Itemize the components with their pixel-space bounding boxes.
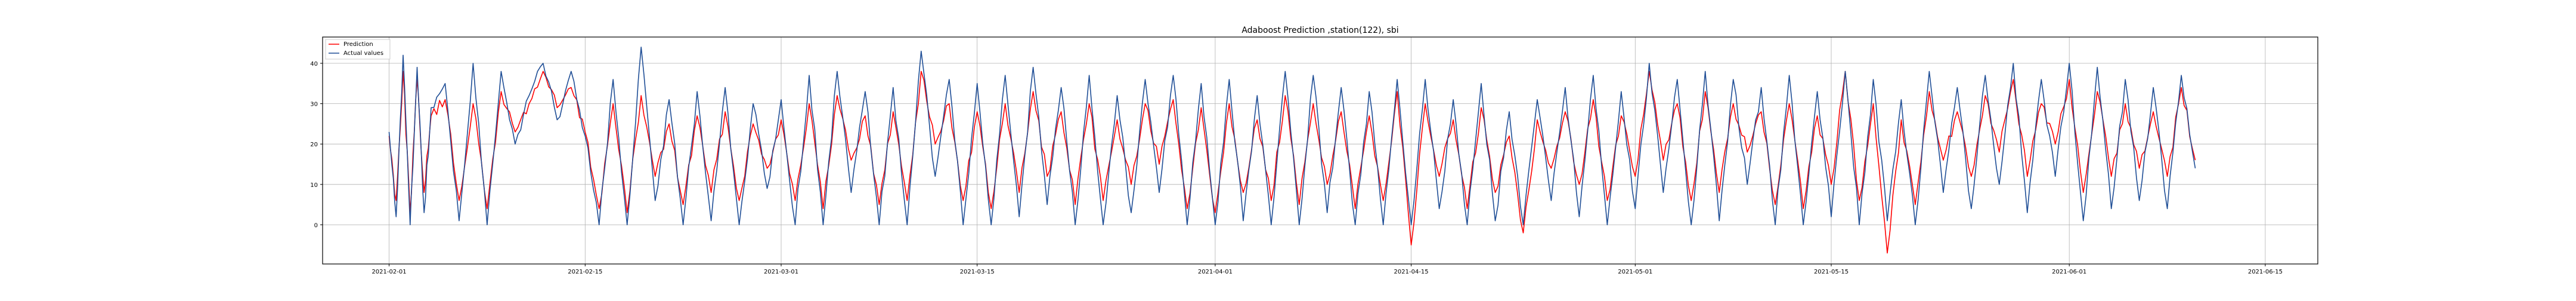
x-tick-label: 2021-04-15 bbox=[1394, 269, 1429, 275]
y-tick-label: 20 bbox=[310, 142, 318, 148]
x-tick-label: 2021-02-01 bbox=[371, 269, 406, 275]
axis-ticks: 0 10 20 30 40 2021-02-01 2021-02-15 2021-03-01 2… bbox=[310, 61, 2283, 275]
x-tick-label: 2021-06-15 bbox=[2248, 269, 2283, 275]
x-tick-label: 2021-06-01 bbox=[2052, 269, 2086, 275]
x-tick-label: 2021-05-01 bbox=[1618, 269, 1652, 275]
series-layer bbox=[388, 47, 2196, 254]
y-tick-label: 40 bbox=[310, 61, 318, 67]
legend-label-actual-values: Actual values bbox=[343, 50, 383, 57]
y-tick-label: 0 bbox=[314, 222, 318, 229]
plot-area-frame bbox=[322, 36, 2318, 265]
legend-box bbox=[325, 39, 391, 60]
y-tick-label: 30 bbox=[310, 102, 318, 108]
series-line-prediction bbox=[388, 70, 2196, 254]
series-line-actual-values bbox=[388, 47, 2196, 226]
x-tick-label: 2021-04-01 bbox=[1198, 269, 1233, 275]
legend-label-prediction: Prediction bbox=[343, 41, 373, 48]
x-tick-label: 2021-05-15 bbox=[1814, 269, 1849, 275]
y-tick-label: 10 bbox=[310, 182, 318, 189]
x-tick-label: 2021-02-15 bbox=[568, 269, 602, 275]
x-tick-label: 2021-03-01 bbox=[764, 269, 798, 275]
x-tick-label: 2021-03-15 bbox=[960, 269, 995, 275]
chart-title: Adaboost Prediction ,station(122), sbi bbox=[1241, 26, 1398, 35]
legend: Prediction Actual values bbox=[325, 39, 391, 60]
